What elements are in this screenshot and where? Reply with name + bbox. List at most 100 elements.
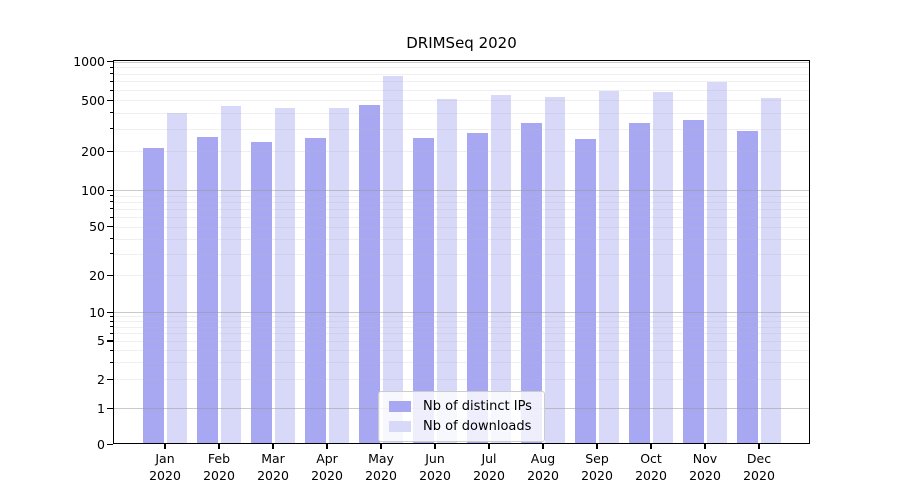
gridline — [113, 208, 810, 210]
y-tick — [107, 61, 113, 63]
chart-title: DRIMSeq 2020 — [406, 34, 517, 52]
gridline — [113, 340, 810, 342]
bar-nb-of-distinct-ips-apr — [305, 138, 326, 444]
x-tick-sublabel: 2020 — [419, 468, 451, 483]
x-tick-label: May 2020 — [351, 450, 411, 484]
y-minor-tick — [110, 349, 113, 351]
y-tick — [107, 274, 113, 276]
y-minor-tick — [110, 89, 113, 91]
gridline — [113, 238, 810, 240]
y-tick-label: 0 — [97, 436, 105, 452]
gridline — [113, 190, 810, 191]
gridline — [113, 312, 810, 313]
gridline — [113, 151, 810, 153]
y-tick — [107, 150, 113, 152]
y-tick-label: 1 — [97, 400, 105, 416]
y-tick-label: 100 — [81, 182, 105, 198]
x-tick — [326, 444, 328, 449]
x-tick-sublabel: 2020 — [365, 468, 397, 483]
y-minor-tick — [110, 361, 113, 363]
gridline — [113, 90, 810, 91]
gridline — [113, 195, 810, 197]
y-tick — [107, 443, 113, 445]
y-tick-label: 200 — [81, 143, 105, 159]
y-minor-tick — [110, 332, 113, 334]
x-tick-label: Apr 2020 — [297, 450, 357, 484]
legend: Nb of distinct IPs Nb of downloads — [378, 391, 545, 442]
x-tick — [380, 444, 382, 449]
y-tick-label: 500 — [81, 92, 105, 108]
legend-label-downloads: Nb of downloads — [423, 418, 532, 434]
gridline — [113, 333, 810, 335]
gridline — [113, 61, 810, 63]
legend-swatch-downloads — [389, 420, 411, 432]
gridline — [113, 321, 810, 323]
y-minor-tick — [110, 208, 113, 210]
x-tick-label: Feb 2020 — [189, 450, 249, 484]
y-tick-label: 1000 — [73, 54, 105, 69]
bar-nb-of-downloads-may — [382, 76, 403, 444]
bar-nb-of-downloads-jan — [166, 113, 187, 444]
bar-nb-of-distinct-ips-jan — [143, 148, 164, 444]
x-tick-sublabel: 2020 — [743, 468, 775, 483]
x-tick-label: Jun 2020 — [405, 450, 465, 484]
x-tick — [542, 444, 544, 449]
gridline — [113, 316, 810, 318]
y-minor-tick — [110, 73, 113, 75]
legend-swatch-distinct-ips — [389, 400, 411, 412]
x-tick-label: Jan 2020 — [135, 450, 195, 484]
y-tick-label: 20 — [89, 267, 105, 283]
y-tick — [107, 311, 113, 313]
x-tick — [650, 444, 652, 449]
y-tick — [107, 340, 113, 342]
gridline — [113, 362, 810, 364]
bar-nb-of-distinct-ips-aug — [521, 123, 542, 444]
y-tick — [107, 226, 113, 228]
bar-nb-of-distinct-ips-may — [359, 105, 380, 444]
y-tick — [107, 99, 113, 101]
x-tick-sublabel: 2020 — [635, 468, 667, 483]
bar-nb-of-downloads-jul — [490, 95, 511, 444]
x-tick — [488, 444, 490, 449]
gridline — [113, 326, 810, 328]
x-tick-label: Jul 2020 — [459, 450, 519, 484]
y-minor-tick — [110, 128, 113, 130]
y-minor-tick — [110, 320, 113, 322]
x-tick-sublabel: 2020 — [689, 468, 721, 483]
gridline — [113, 100, 810, 102]
gridline — [113, 379, 810, 381]
x-tick-sublabel: 2020 — [203, 468, 235, 483]
bar-nb-of-downloads-mar — [274, 107, 295, 444]
x-tick — [758, 444, 760, 449]
gridline — [113, 253, 810, 255]
bar-nb-of-distinct-ips-oct — [629, 123, 650, 444]
bar-nb-of-distinct-ips-jul — [467, 132, 488, 444]
bar-nb-of-downloads-aug — [544, 97, 565, 444]
bar-nb-of-distinct-ips-mar — [251, 142, 272, 444]
y-minor-tick — [110, 326, 113, 328]
x-tick — [596, 444, 598, 449]
bar-nb-of-downloads-sep — [598, 91, 619, 444]
y-minor-tick — [110, 253, 113, 255]
x-tick — [218, 444, 220, 449]
gridline — [113, 275, 810, 277]
y-tick-label: 5 — [97, 333, 105, 349]
x-tick-label: Oct 2020 — [621, 450, 681, 484]
gridline — [113, 81, 810, 83]
y-tick — [107, 189, 113, 191]
gridline — [113, 217, 810, 219]
x-tick-sublabel: 2020 — [581, 468, 613, 483]
x-tick-label: Mar 2020 — [243, 450, 303, 484]
x-tick-label: Sep 2020 — [567, 450, 627, 484]
x-tick-sublabel: 2020 — [311, 468, 343, 483]
gridline — [113, 128, 810, 130]
y-tick-label: 10 — [89, 304, 105, 320]
y-minor-tick — [110, 201, 113, 203]
y-tick — [107, 378, 113, 380]
x-tick-label: Nov 2020 — [675, 450, 735, 484]
bar-nb-of-distinct-ips-sep — [575, 138, 596, 444]
x-tick-label: Aug 2020 — [513, 450, 573, 484]
y-tick-label: 50 — [89, 219, 105, 235]
x-tick-sublabel: 2020 — [527, 468, 559, 483]
gridline — [113, 67, 810, 69]
